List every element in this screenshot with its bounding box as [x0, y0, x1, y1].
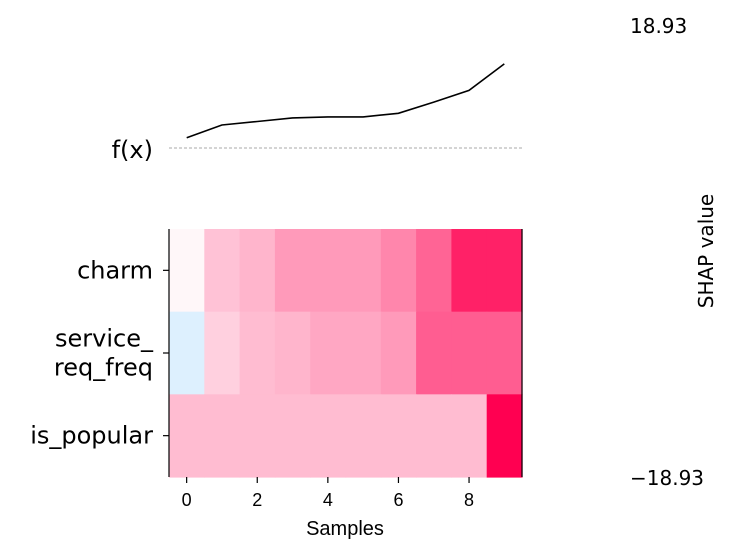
x-tick-label: 8 — [464, 490, 474, 510]
fx-line — [186, 63, 505, 139]
heatmap-cell — [169, 394, 205, 478]
heatmap-cell — [204, 311, 241, 395]
x-axis-label: Samples — [306, 518, 384, 540]
colorbar-max-label: 18.93 — [630, 14, 687, 38]
feature-label: charm — [77, 256, 153, 284]
heatmap-cell — [416, 311, 452, 395]
heatmap-cell — [169, 229, 205, 313]
colorbar-min-label: −18.93 — [630, 466, 704, 490]
heatmap-cell — [239, 311, 276, 395]
heatmap-cell — [274, 229, 311, 313]
colorbar: 18.93 −18.93 SHAP value — [630, 14, 718, 490]
heatmap-cell — [486, 394, 523, 478]
heatmap-cell — [169, 311, 205, 395]
x-ticks: 0 2 4 6 8 — [182, 477, 474, 510]
x-axis: 0 2 4 6 8 Samples — [168, 229, 523, 540]
heatmap-cell — [345, 229, 382, 313]
heatmap-cell — [451, 394, 488, 478]
x-tick-label: 0 — [182, 490, 192, 510]
row-labels: charm service_ req_freq is_popular — [30, 256, 169, 450]
heatmap-cell — [380, 229, 417, 313]
heatmap-cell — [274, 311, 311, 395]
heatmap-cell — [204, 394, 241, 478]
heatmap-cell — [310, 311, 347, 395]
heatmap-cell — [380, 394, 417, 478]
feature-label: service_ req_freq — [54, 325, 154, 382]
heatmap-cell — [204, 229, 241, 313]
heatmap-cell — [416, 229, 452, 313]
heatmap-cell — [239, 229, 276, 313]
heatmap-cell — [380, 311, 417, 395]
heatmap-cell — [486, 311, 523, 395]
x-tick-label: 4 — [323, 490, 333, 510]
heatmap-cell — [451, 229, 488, 313]
heatmap-cell — [345, 394, 382, 478]
fx-panel: f(x) — [112, 63, 522, 164]
heatmap-cell — [239, 394, 276, 478]
x-tick-label: 6 — [393, 490, 403, 510]
heatmap-cell — [310, 229, 347, 313]
feature-label: is_popular — [30, 422, 153, 450]
colorbar-title: SHAP value — [694, 194, 718, 308]
heatmap-cell — [416, 394, 452, 478]
heatmap-cell — [310, 394, 347, 478]
heatmap-cell — [274, 394, 311, 478]
heatmap-cell — [345, 311, 382, 395]
heatmap — [169, 229, 523, 478]
x-tick-label: 2 — [252, 490, 262, 510]
fx-label: f(x) — [112, 136, 153, 164]
heatmap-cell — [451, 311, 488, 395]
heatmap-cell — [486, 229, 523, 313]
